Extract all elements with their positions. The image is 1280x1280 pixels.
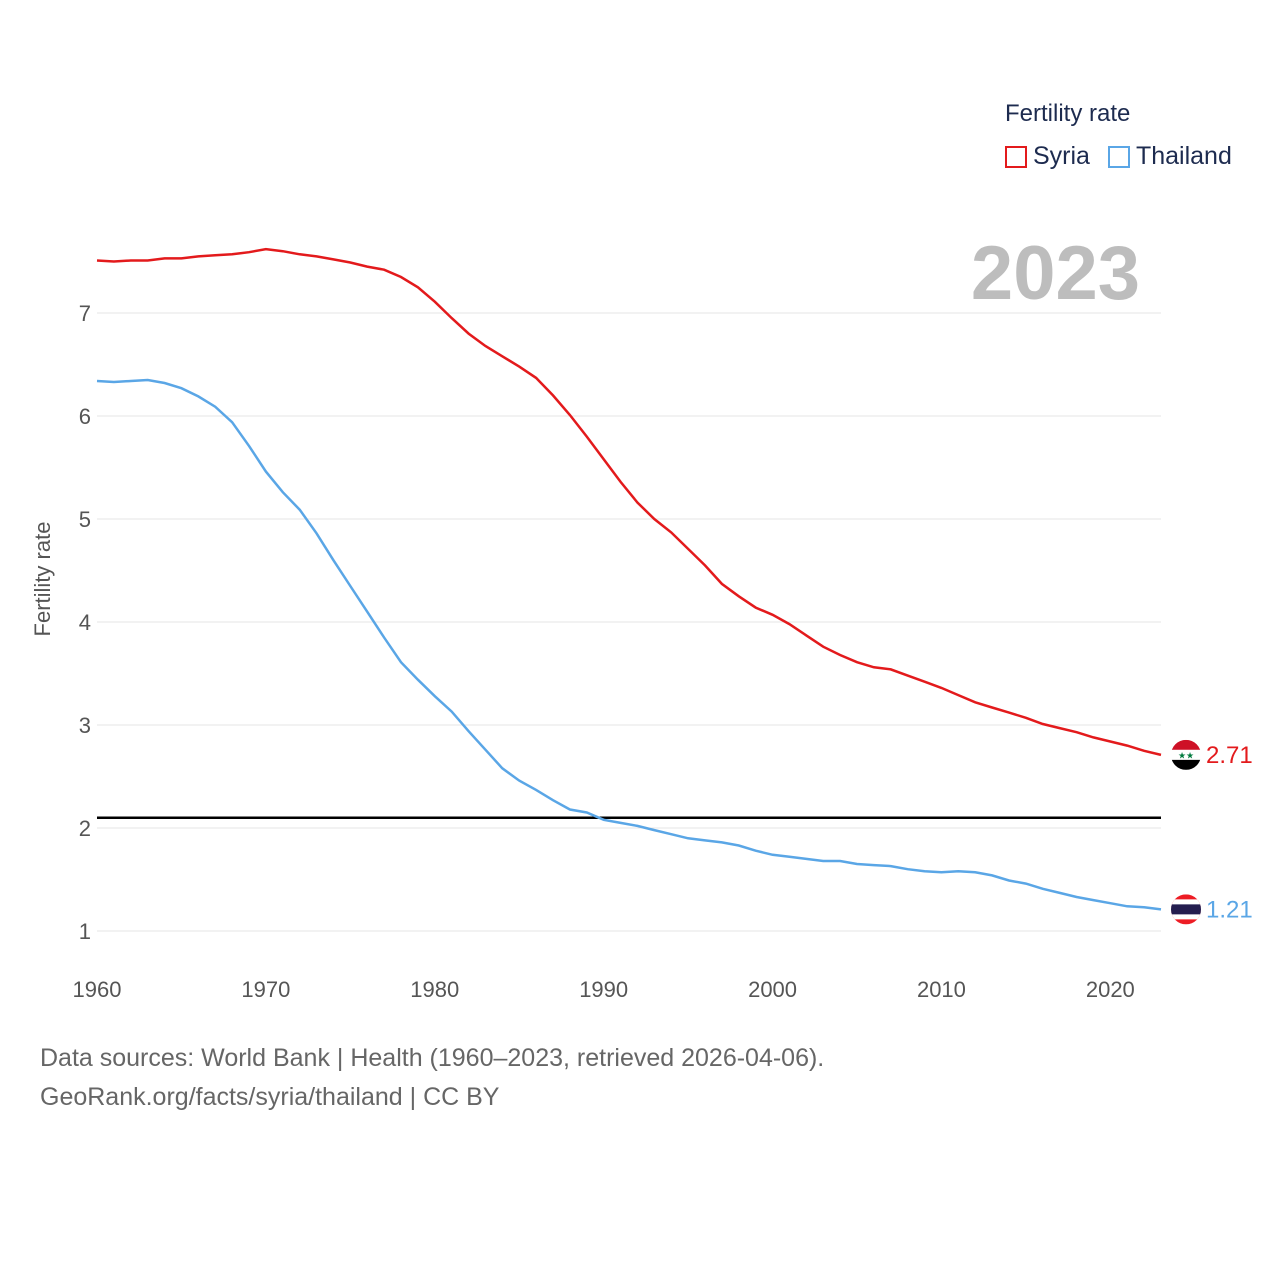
x-tick-label: 2020 xyxy=(1086,977,1135,1002)
y-tick-label: 7 xyxy=(79,301,91,326)
fertility-line-chart: 1 2 3 4 5 6 7 1960 1970 1980 1990 2000 2010 2020 202… xyxy=(30,231,1253,1002)
attribution-link[interactable]: GeoRank.org/facts/syria/thailand | CC BY xyxy=(40,1083,500,1111)
x-tick-label: 2010 xyxy=(917,977,966,1002)
end-value-syria: 2.71 xyxy=(1206,742,1253,769)
year-label: 2023 xyxy=(971,231,1140,316)
y-tick-label: 5 xyxy=(79,507,91,532)
thailand-flag-icon xyxy=(1171,894,1201,925)
x-tick-label: 1960 xyxy=(73,977,122,1002)
svg-text:★★: ★★ xyxy=(1178,751,1194,761)
y-tick-label: 2 xyxy=(79,816,91,841)
legend-label-syria: Syria xyxy=(1033,142,1090,170)
y-tick-label: 4 xyxy=(79,610,91,635)
legend-swatch-thailand xyxy=(1107,145,1130,168)
y-tick-label: 6 xyxy=(79,404,91,429)
legend-title: Fertility rate xyxy=(1005,100,1131,127)
series-line-thailand xyxy=(96,378,1162,911)
data-source-note: Data sources: World Bank | Health (1960–… xyxy=(40,1044,825,1072)
gridlines xyxy=(97,312,1161,932)
x-tick-label: 1970 xyxy=(241,977,290,1002)
x-tick-label: 2000 xyxy=(748,977,797,1002)
legend-label-thailand: Thailand xyxy=(1135,142,1232,170)
x-tick-label: 1990 xyxy=(579,977,628,1002)
legend-item-thailand[interactable]: Thailand xyxy=(1107,142,1232,171)
y-tick-label: 3 xyxy=(79,713,91,738)
legend: Syria Thailand xyxy=(1005,142,1250,171)
series-line-syria xyxy=(96,247,1162,757)
y-axis-ticks: 1 2 3 4 5 6 7 xyxy=(79,301,91,944)
x-axis-ticks: 1960 1970 1980 1990 2000 2010 2020 xyxy=(73,977,1135,1002)
legend-swatch-syria xyxy=(1005,145,1027,168)
y-axis-label: Fertility rate xyxy=(30,522,55,637)
legend-item-syria[interactable]: Syria xyxy=(1005,142,1090,171)
syria-flag-icon: ★★ xyxy=(1171,739,1201,770)
x-tick-label: 1980 xyxy=(410,977,459,1002)
y-tick-label: 1 xyxy=(79,919,91,944)
end-value-thailand: 1.21 xyxy=(1206,896,1253,923)
